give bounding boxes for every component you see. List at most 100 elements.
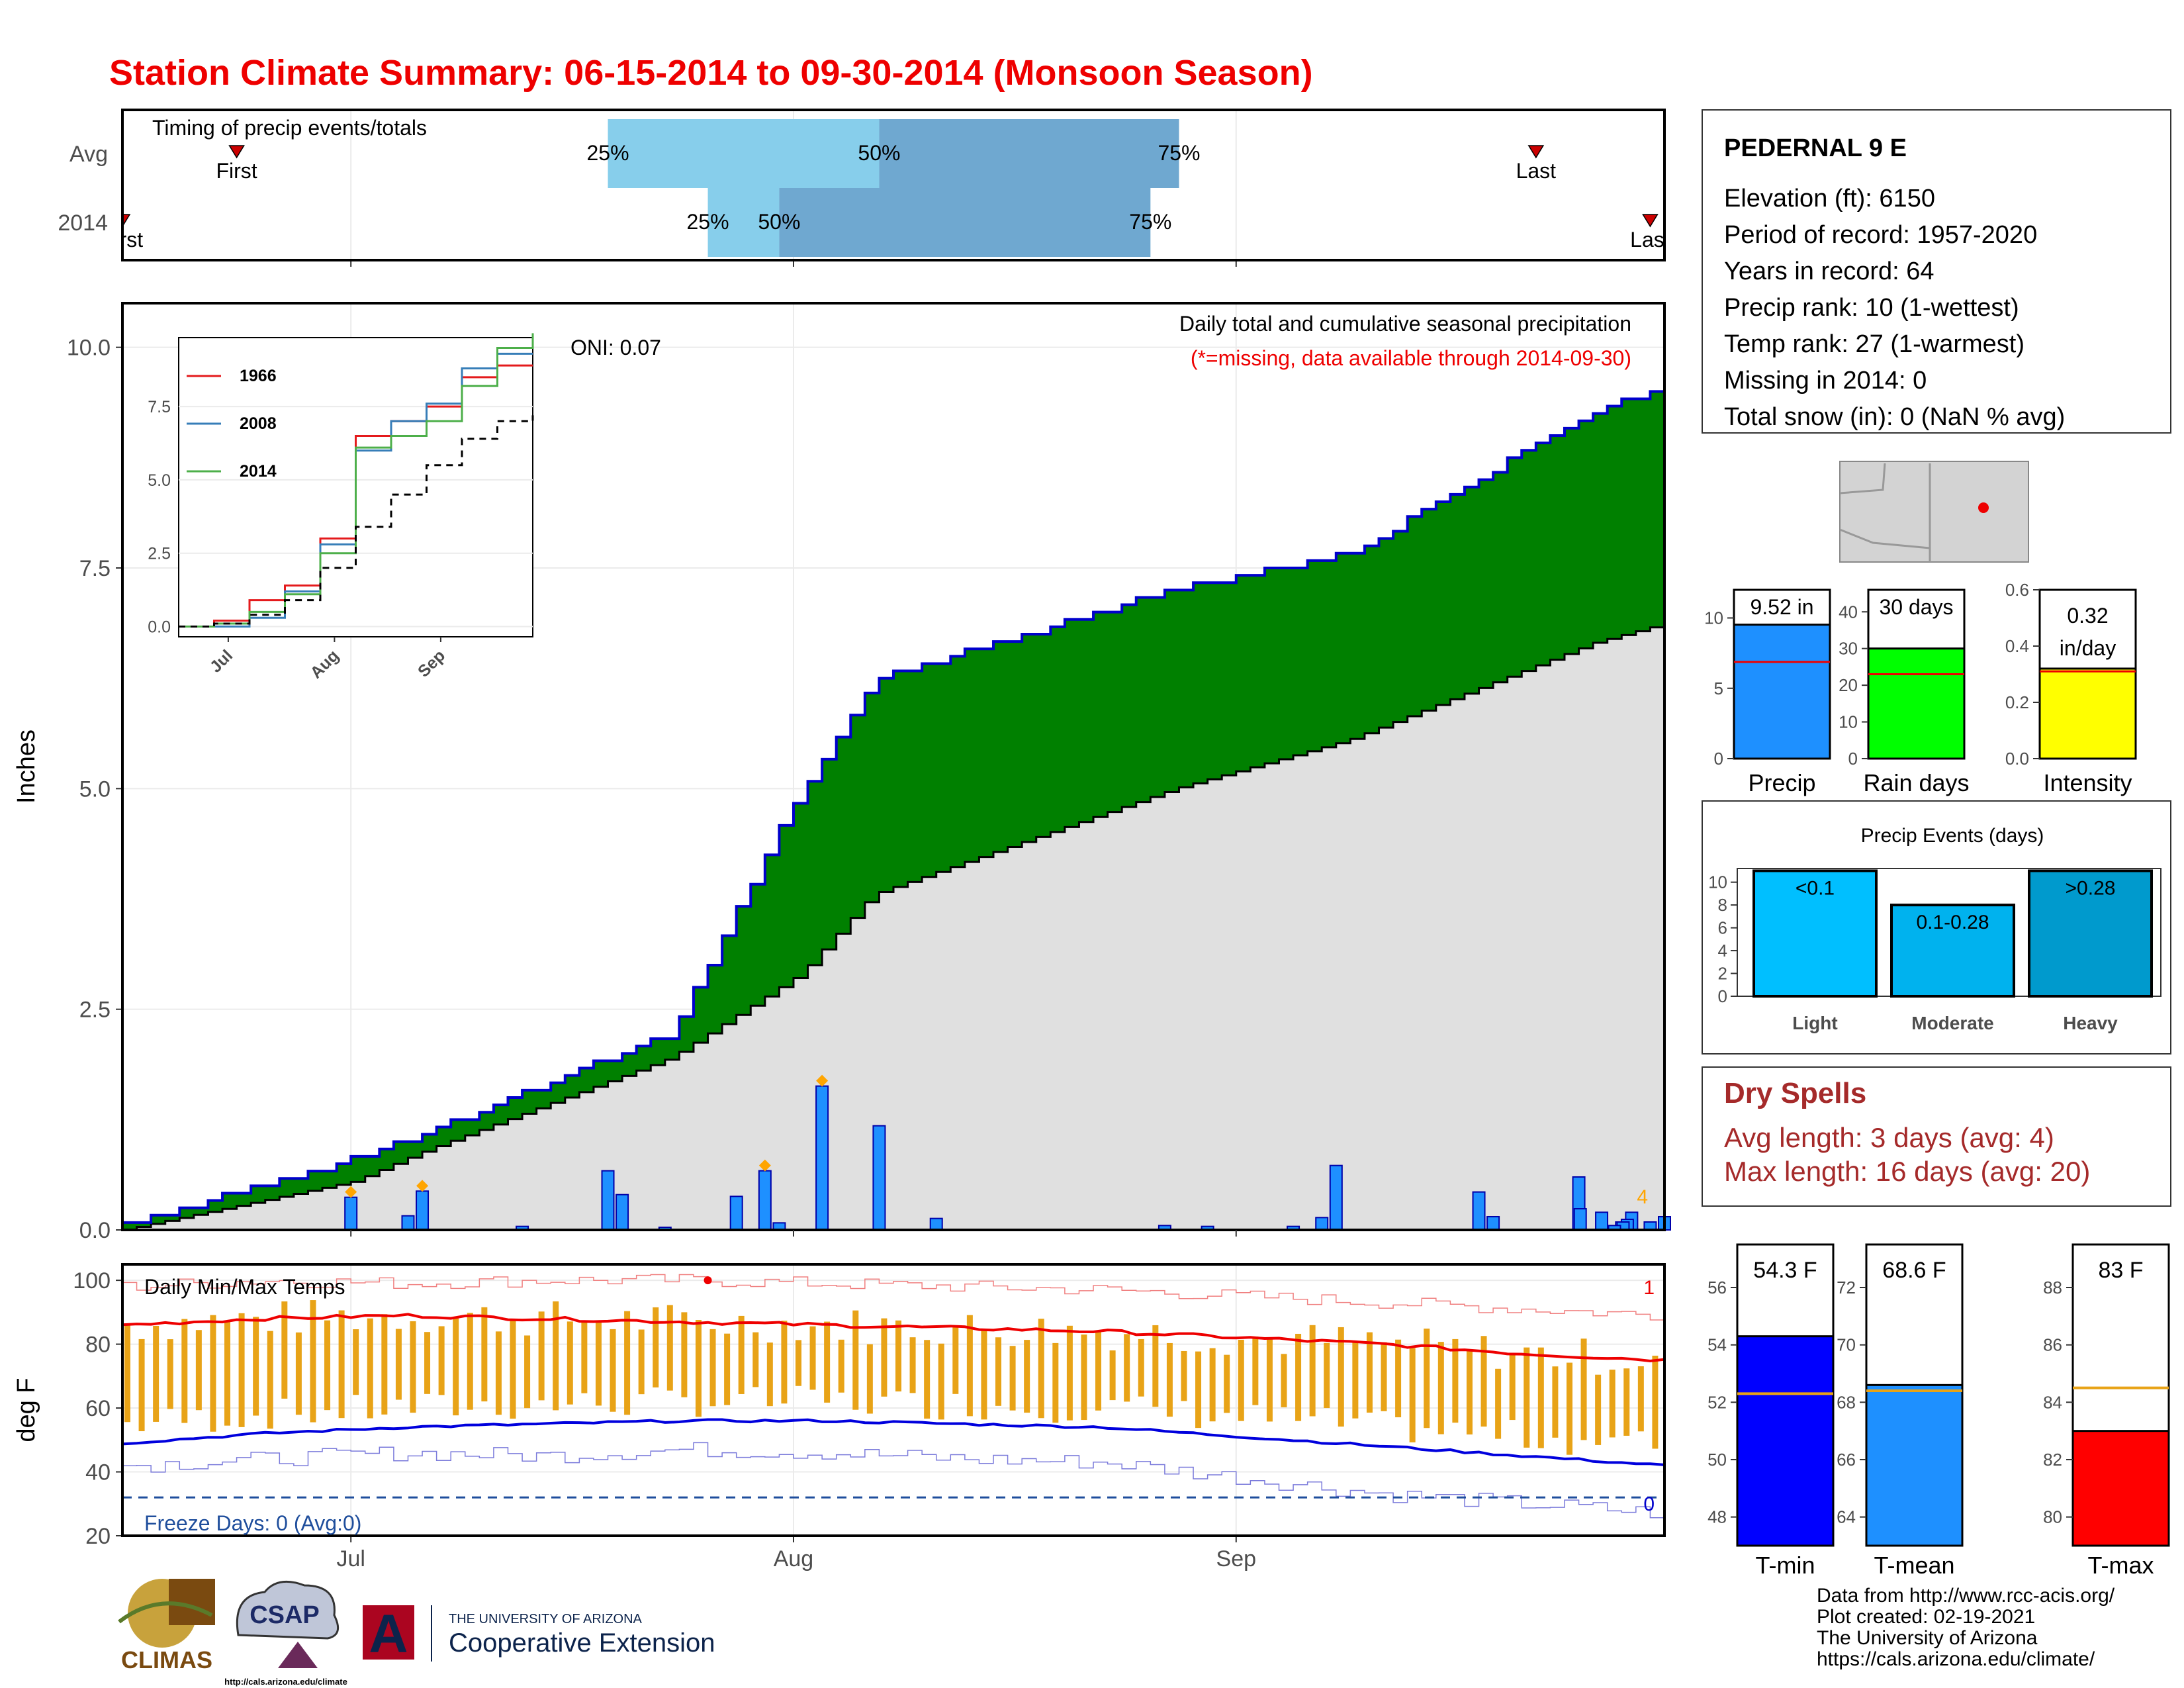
above-avg-fill [1593, 413, 1608, 643]
above-avg-fill [551, 1082, 566, 1103]
daily-temp-range-bar [1524, 1347, 1530, 1448]
temp-summary-y-tick-label: 70 [1837, 1335, 1856, 1355]
above-avg-fill [836, 737, 851, 934]
daily-temp-range-bar [738, 1315, 745, 1394]
inset-y-tick-label: 7.5 [148, 398, 171, 416]
temp-y-tick-label: 60 [85, 1396, 111, 1421]
ua-logo-bottom-text: Cooperative Extension [449, 1628, 715, 1658]
daily-temp-range-bar [1052, 1342, 1059, 1423]
daily-temp-range-bar [1095, 1332, 1102, 1411]
above-avg-fill [993, 641, 1009, 853]
daily-temp-range-bar [653, 1307, 659, 1387]
daily-temp-range-bar [581, 1321, 588, 1393]
daily-temp-range-bar [267, 1331, 273, 1429]
timing-left-mask [0, 110, 121, 260]
last-event-marker [1527, 145, 1545, 159]
temp-summary-y-tick-label: 52 [1707, 1392, 1727, 1412]
heavy-event-marker [345, 1186, 357, 1198]
daily-precip-bar [601, 1170, 615, 1231]
footer-info-line: Plot created: 02-19-2021 [1817, 1606, 2035, 1628]
cumulative-2014-line [122, 390, 1664, 1224]
above-avg-fill [393, 1141, 408, 1164]
summary-value: 9.52 in [1750, 595, 1813, 619]
summary-bar-label: Rain days [1863, 769, 1969, 796]
daily-temp-range-bar [1580, 1338, 1587, 1440]
daily-precip-bar [729, 1196, 743, 1231]
daily-temp-range-bar [724, 1333, 731, 1405]
above-avg-fill [1293, 568, 1308, 755]
main-y-tick-label: 0.0 [79, 1218, 111, 1243]
station-info-line: Period of record: 1957-2020 [1724, 221, 2037, 249]
summary-value: 0.32 [2067, 604, 2108, 628]
daily-temp-range-bar [353, 1329, 359, 1395]
daily-precip-bar [1595, 1211, 1609, 1231]
above-avg-fill [1464, 487, 1480, 694]
daily-temp-range-bar [453, 1317, 459, 1416]
above-avg-fill [336, 1164, 351, 1185]
event-bar-value: >0.28 [2066, 877, 2116, 899]
daily-temp-range-bar [1480, 1336, 1487, 1427]
daily-temp-range-bar [1381, 1342, 1387, 1411]
daily-temp-range-bar [567, 1321, 573, 1405]
climas-logo-swoosh [118, 1601, 213, 1624]
temp-summary-y-tick-label: 64 [1837, 1507, 1856, 1527]
daily-temp-range-bar [1266, 1337, 1273, 1422]
temp-panel: 20 40 60 80 100 Jul Aug Sep Daily Min/Max Temps F… [13, 1263, 1666, 1571]
inset-x-tick-label: Sep [414, 646, 449, 680]
freeze-days-count: 0 [1643, 1493, 1655, 1515]
above-avg-fill [622, 1053, 637, 1076]
daily-temp-range-bar [681, 1312, 688, 1397]
daily-temp-range-bar [410, 1321, 416, 1413]
daily-temp-range-bar [595, 1321, 602, 1406]
page-title: Station Climate Summary: 06-15-2014 to 0… [109, 53, 1313, 93]
daily-temp-range-bar [1124, 1334, 1130, 1402]
daily-temp-range-bar [1452, 1338, 1459, 1423]
heavy-event-marker [416, 1180, 429, 1192]
daily-temp-range-bar [138, 1338, 145, 1432]
above-avg-fill [479, 1112, 494, 1130]
footer-info-line: https://cals.arizona.edu/climate/ [1817, 1648, 2095, 1670]
above-avg-fill [1522, 450, 1537, 671]
above-avg-fill [1550, 436, 1565, 660]
temp-summary-value: 68.6 F [1882, 1258, 1946, 1283]
event-bar-light [1752, 869, 1878, 998]
timing-row-label: 2014 [58, 211, 108, 236]
heavy-event-marker [816, 1074, 829, 1087]
location-map [1839, 461, 2029, 563]
above-avg-fill [736, 906, 751, 1015]
daily-temp-range-bar [538, 1311, 545, 1401]
daily-precip-bar [758, 1170, 772, 1231]
climas-logo-text: CLIMAS [121, 1646, 212, 1673]
above-avg-fill [636, 1046, 651, 1071]
ua-logo-block [363, 1605, 414, 1660]
temp-summary-y-tick-label: 80 [2043, 1507, 2062, 1527]
above-avg-fill [1036, 634, 1051, 837]
csap-logo-url: http://cals.arizona.edu/climate [224, 1677, 347, 1687]
above-avg-fill [493, 1105, 508, 1125]
daily-temp-range-bar [1537, 1347, 1544, 1448]
daily-temp-range-bar [610, 1329, 616, 1412]
daily-temp-range-bar [1281, 1354, 1287, 1407]
daily-temp-range-bar [938, 1343, 944, 1420]
above-avg-fill [608, 1060, 623, 1082]
daily-temp-range-bar [1181, 1350, 1187, 1401]
above-avg-fill [779, 825, 794, 988]
above-avg-fill [151, 1215, 166, 1224]
csap-logo-cloud [236, 1580, 340, 1640]
daily-temp-range-bar [1552, 1366, 1559, 1438]
record-min-line [122, 1442, 1665, 1519]
above-avg-fill [850, 715, 866, 918]
above-avg-fill [1179, 590, 1194, 788]
above-avg-fill [950, 656, 966, 867]
daily-temp-range-bar [924, 1340, 931, 1419]
temp-panel-label: Daily Min/Max Temps [144, 1275, 345, 1299]
events-title: Precip Events (days) [1861, 825, 2044, 847]
avg-cumulative-line [122, 624, 1666, 1231]
inset-x-tick-label: Aug [306, 646, 342, 682]
above-avg-fill [1107, 612, 1122, 812]
daily-temp-range-bar [210, 1315, 216, 1432]
temp-summary-y-tick-label: 50 [1707, 1450, 1727, 1470]
daily-temp-range-bar [666, 1305, 673, 1391]
above-avg-fill [565, 1075, 580, 1098]
daily-temp-range-bar [1166, 1342, 1173, 1417]
